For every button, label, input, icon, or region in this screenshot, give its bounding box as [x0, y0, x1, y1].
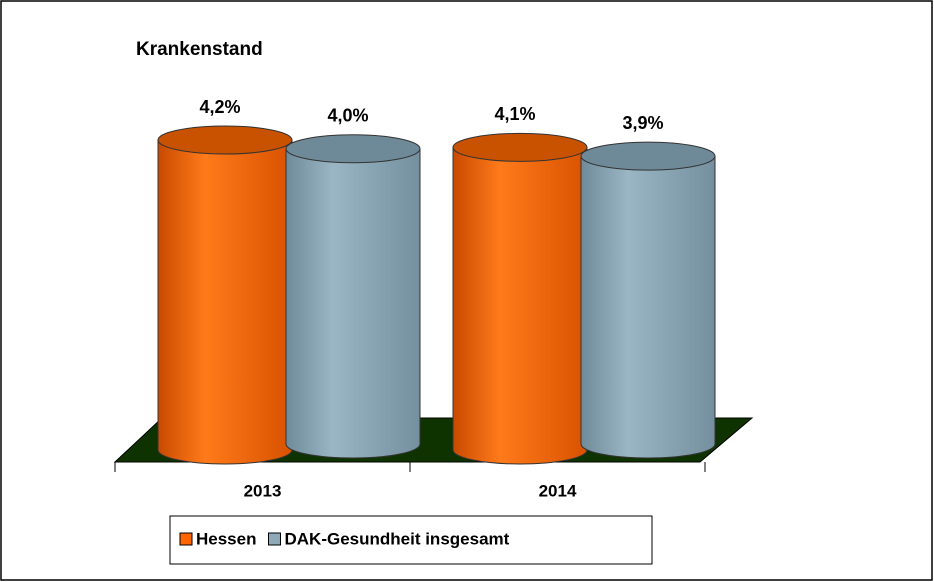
plot: 4,2% 4,1% 4,0% 3,9%	[157, 97, 716, 465]
data-label: 3,9%	[622, 113, 663, 133]
legend-label: Hessen	[196, 529, 256, 548]
data-label: 4,2%	[199, 97, 240, 117]
legend-swatch	[179, 532, 193, 546]
cylinder-top	[285, 134, 421, 164]
x-tick-label: 2013	[244, 481, 282, 500]
data-label: 4,0%	[327, 106, 368, 126]
legend	[169, 515, 653, 565]
cylinder-body	[580, 155, 716, 459]
x-tick-label: 2014	[539, 481, 577, 500]
data-label: 4,1%	[494, 104, 535, 124]
chart-title: Krankenstand	[136, 39, 263, 60]
legend-swatch	[267, 532, 281, 546]
cylinder-top	[580, 141, 716, 171]
cylinder-body	[157, 139, 293, 465]
cylinder-body	[285, 148, 421, 459]
cylinder-top	[452, 132, 588, 162]
cylinder-body	[452, 146, 588, 465]
legend-items: Hessen DAK-Gesundheit insgesamt	[179, 529, 510, 548]
cylinder-top	[157, 125, 293, 155]
legend-label: DAK-Gesundheit insgesamt	[284, 529, 509, 548]
